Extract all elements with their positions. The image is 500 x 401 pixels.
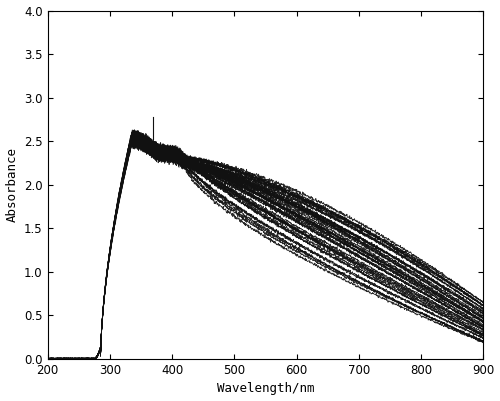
Y-axis label: Absorbance: Absorbance: [6, 147, 18, 222]
X-axis label: Wavelength/nm: Wavelength/nm: [216, 383, 314, 395]
